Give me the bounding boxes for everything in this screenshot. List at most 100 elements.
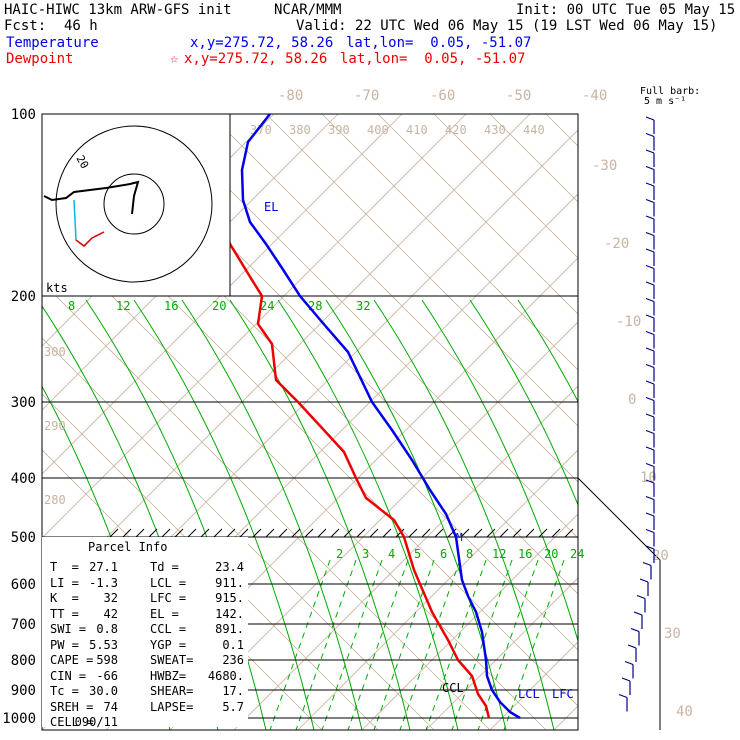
parcel-param-value: 74 [103,699,118,714]
mixing-ratio-top-label: 24 [260,299,274,313]
wind-barb-flag [645,429,655,435]
wind-barb-flag [645,347,655,352]
moist-adiabat-line [517,299,578,403]
wind-barb-flag [645,462,655,468]
hodograph-outer-ring [55,125,213,283]
isotherm-line [682,114,740,730]
dry-adiabat-line [321,114,578,371]
moist-adiabat-line [229,299,411,730]
parcel-info-panel [42,537,248,727]
wind-barb-flag [627,644,637,649]
wind-barb-flag [645,495,655,501]
barb-legend-title: Full barb: [640,86,701,97]
wind-barb-flag [645,396,655,402]
top-temperature-label: -70 [354,88,379,104]
hatch-mark [226,528,236,538]
hatch-mark [538,528,548,538]
theta-label: 430 [484,123,506,137]
top-temperature-label: -80 [278,88,303,104]
wind-barb-flag [645,215,655,220]
wind-barb-flag [645,413,655,418]
star-icon: ☆ [170,51,179,67]
dry-adiabat-line [377,114,578,315]
mixing-ratio-line [321,559,383,730]
theta-label: 380 [289,123,311,137]
isotherm-line [425,577,578,730]
dry-adiabat-line [42,393,379,730]
temperature-latlon: lat,lon= 0.05, -51.07 [346,35,532,51]
hatch-mark [148,528,158,538]
wind-barb-flag [645,182,655,187]
parcel-param-label: CAPE = [50,653,94,667]
parcel-param-value: 42 [103,606,118,621]
parcel-param-label: SWEAT= [150,653,194,667]
wind-barb-flag [645,363,655,369]
hatch-mark [512,528,522,538]
temperature-legend: Temperature [6,35,99,51]
hatch-mark [356,528,366,538]
plot-frame-extension [577,477,661,730]
dry-adiabat-line [42,281,491,730]
mixing-ratio-top-label: 12 [116,299,130,313]
moist-adiabat-line [181,299,363,730]
isotherm-line [233,385,578,730]
wind-barb-flag [642,561,652,567]
parcel-param-label: SHEAR= [150,684,194,698]
moist-adiabat-line [133,299,315,730]
theta-label: 440 [523,123,545,137]
forecast-hours: 46 h [64,18,98,34]
parcel-param-label: CELL = [50,715,94,729]
isotherm-line [361,513,578,730]
wind-barb-flag [645,165,655,171]
hatch-mark [421,528,431,538]
pressure-label: 700 [11,617,36,633]
mixing-ratio-line [347,559,409,730]
isotherm-line [489,641,578,730]
pressure-label: 100 [11,107,36,123]
mixing-ratio-line [373,559,435,730]
mixing-ratio-low-label: 2 [336,547,343,561]
wind-barb-flag [645,149,655,154]
hatch-mark [239,528,249,538]
hatch-mark [473,528,483,538]
isotherm-line [42,114,339,411]
pressure-label: 400 [11,471,36,487]
isotherm-line [297,449,578,730]
m-marker-label: M [456,531,463,544]
parcel-param-label: LCL = [150,575,187,590]
dry-adiabat-line [545,114,578,147]
hatch-mark [330,528,340,538]
temperature-profile [240,113,521,720]
mixing-ratio-line [503,559,565,730]
dry-adiabat-line [714,114,740,730]
parcel-param-label: LI = [50,575,79,590]
wind-barb-flag [645,297,655,303]
parcel-param-value: 915. [215,591,244,605]
mixing-ratio-line [477,559,539,730]
mixing-ratio-line [295,559,357,730]
right-temperature-label: 40 [676,704,693,720]
theta-label: 400 [367,123,389,137]
right-temperature-label: 30 [664,626,681,642]
mixing-ratio-top-label: 20 [212,299,226,313]
parcel-param-label: CCL = [150,622,187,636]
hatch-mark [382,528,392,538]
parcel-param-label: SWI = [50,622,87,636]
mixing-ratio-low-label: 3 [362,547,369,561]
parcel-param-value: 236 [222,653,244,667]
wind-barb-flag [618,693,628,699]
el-marker-label: EL [264,200,278,214]
temperature-xy: x,y=275.72, 58.26 [190,35,334,51]
mixing-ratio-line [425,559,487,730]
wind-barb-flag [645,314,655,319]
parcel-param-label: T = [50,560,79,574]
pressure-label: 300 [11,395,36,411]
wind-barb-flag [645,231,655,237]
wind-barb-flag [645,132,655,138]
hodograph-kts-label: kts [46,281,68,295]
isotherm-line [553,705,578,730]
ccl-marker-label: CCL [442,681,464,695]
forecast-label: Fcst: [4,18,47,34]
hatch-mark [343,528,353,538]
parcel-param-value: 27.1 [89,560,118,574]
